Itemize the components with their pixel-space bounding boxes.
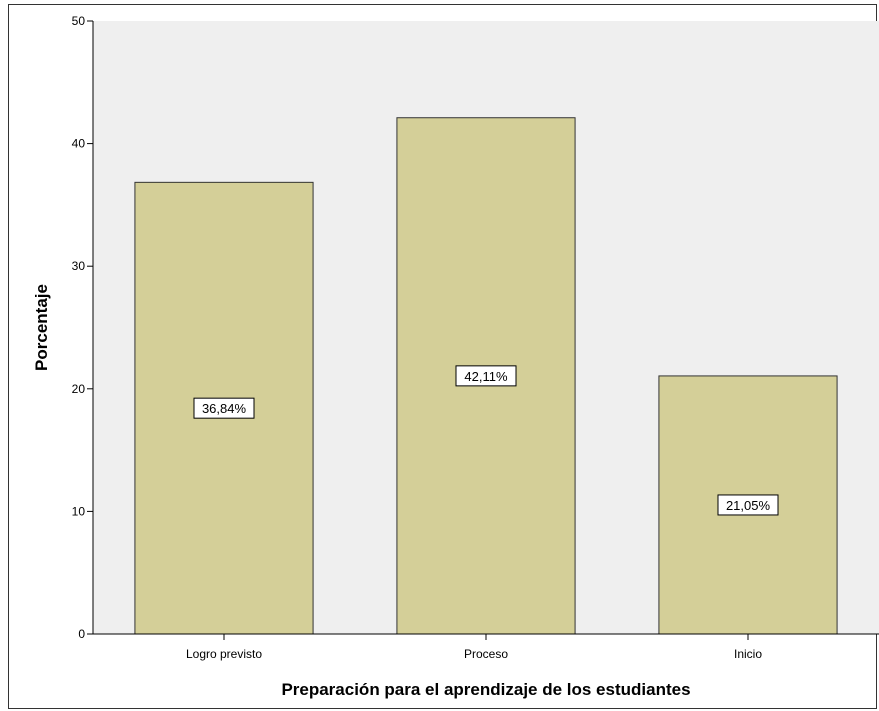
data-label-box (717, 494, 779, 516)
x-axis-title: Preparación para el aprendizaje de los e… (281, 680, 690, 699)
x-tick-label: Proceso (464, 647, 508, 661)
y-axis: 0 10 20 30 40 50 (72, 14, 94, 641)
y-tick-label: 20 (72, 382, 86, 396)
y-tick-label: 50 (72, 14, 86, 28)
y-tick-label: 10 (72, 504, 86, 518)
data-label: 42,11% (464, 369, 508, 384)
data-label: 21,05% (726, 498, 771, 513)
bars-group: 36,84% 42,11% 21,05% (134, 117, 838, 635)
x-tick-label: Inicio (734, 647, 762, 661)
data-label: 36,84% (202, 401, 247, 416)
x-tick-label: Logro previsto (186, 647, 262, 661)
y-tick-label: 30 (72, 259, 86, 273)
data-label-box (193, 397, 255, 419)
x-axis: Logro previsto Proceso Inicio (93, 633, 879, 661)
y-tick-label: 0 (78, 627, 85, 641)
y-axis-title: Porcentaje (32, 284, 51, 371)
data-label-box (455, 365, 517, 387)
y-tick-label: 40 (72, 137, 86, 151)
